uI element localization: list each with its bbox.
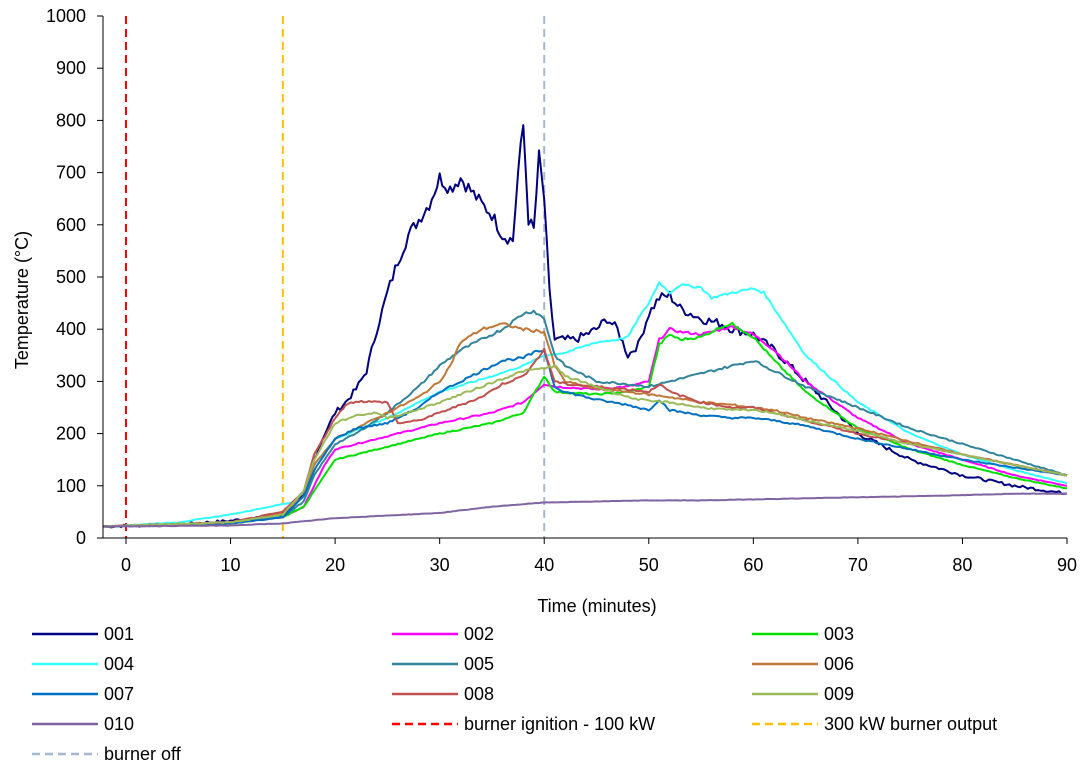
legend-label: 001 xyxy=(104,624,134,644)
x-tick-label: 90 xyxy=(1057,555,1077,575)
reference-lines xyxy=(125,16,546,538)
y-tick-label: 1000 xyxy=(46,6,86,26)
legend-label: 300 kW burner output xyxy=(824,714,997,734)
legend-label: 009 xyxy=(824,684,854,704)
series-line-007 xyxy=(102,349,1068,528)
legend-item: burner ignition - 100 kW xyxy=(392,714,655,734)
x-tick-label: 50 xyxy=(639,555,659,575)
y-tick-label: 300 xyxy=(56,371,86,391)
series-line-004 xyxy=(102,281,1068,528)
x-tick-label: 40 xyxy=(534,555,554,575)
tick-labels: 0 100 200 300 400 500 600 700 800 900 1000 0 10 20 30 4… xyxy=(46,6,1077,575)
y-tick-label: 500 xyxy=(56,267,86,287)
y-tick-label: 600 xyxy=(56,215,86,235)
series-line-001 xyxy=(103,124,1068,529)
legend-item: 007 xyxy=(32,684,134,704)
legend-item: 008 xyxy=(392,684,494,704)
legend-label: 010 xyxy=(104,714,134,734)
legend-item: burner off xyxy=(32,744,182,764)
series-line-009 xyxy=(102,364,1068,528)
legend-item: 004 xyxy=(32,654,134,674)
legend-label: 002 xyxy=(464,624,494,644)
legend: 001 002 003 004 005 006 007 008 009 010 burner ign… xyxy=(32,624,997,764)
x-axis-title: Time (minutes) xyxy=(537,596,656,616)
legend-item: 001 xyxy=(32,624,134,644)
axes xyxy=(97,15,1068,544)
y-tick-label: 700 xyxy=(56,163,86,183)
legend-item: 009 xyxy=(752,684,854,704)
legend-label: 004 xyxy=(104,654,134,674)
x-tick-label: 70 xyxy=(848,555,868,575)
x-tick-label: 80 xyxy=(952,555,972,575)
legend-label: 007 xyxy=(104,684,134,704)
legend-label: 006 xyxy=(824,654,854,674)
y-tick-label: 200 xyxy=(56,424,86,444)
legend-item: 002 xyxy=(392,624,494,644)
legend-item: 300 kW burner output xyxy=(752,714,997,734)
series-line-005 xyxy=(102,309,1068,528)
legend-label: burner ignition - 100 kW xyxy=(464,714,655,734)
y-tick-label: 900 xyxy=(56,58,86,78)
y-tick-label: 400 xyxy=(56,319,86,339)
legend-item: 005 xyxy=(392,654,494,674)
y-tick-label: 0 xyxy=(76,528,86,548)
x-tick-label: 20 xyxy=(325,555,345,575)
legend-item: 006 xyxy=(752,654,854,674)
y-tick-label: 100 xyxy=(56,476,86,496)
x-tick-label: 0 xyxy=(121,555,131,575)
y-tick-label: 800 xyxy=(56,110,86,130)
x-tick-label: 60 xyxy=(743,555,763,575)
series-lines xyxy=(102,124,1068,529)
legend-item: 010 xyxy=(32,714,134,734)
legend-label: 005 xyxy=(464,654,494,674)
legend-label: 008 xyxy=(464,684,494,704)
series-line-010 xyxy=(103,492,1068,528)
legend-label: 003 xyxy=(824,624,854,644)
x-tick-label: 10 xyxy=(221,555,241,575)
x-tick-label: 30 xyxy=(430,555,450,575)
legend-item: 003 xyxy=(752,624,854,644)
y-axis-title: Temperature (°C) xyxy=(12,231,32,369)
legend-label: burner off xyxy=(104,744,182,764)
